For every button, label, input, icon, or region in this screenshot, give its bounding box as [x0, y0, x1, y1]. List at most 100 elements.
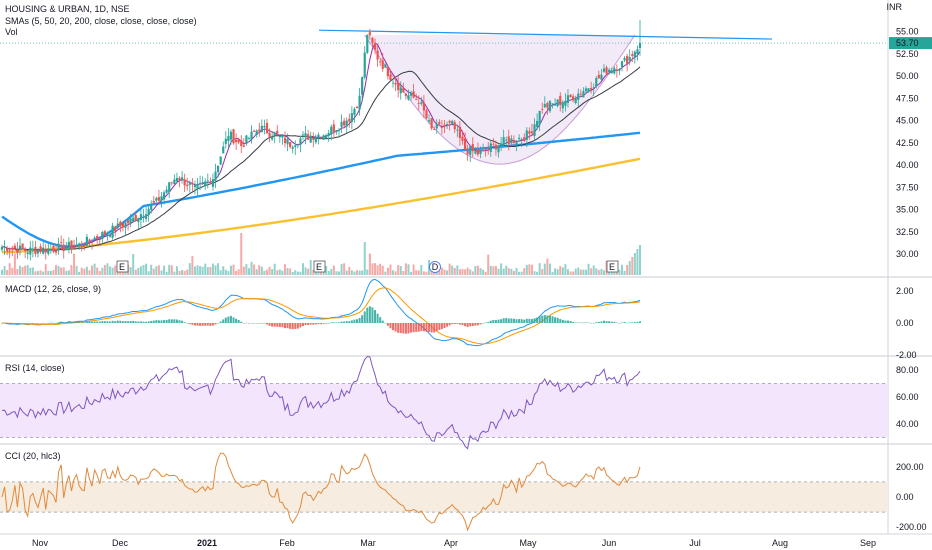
macd-histogram-bar — [253, 322, 256, 324]
macd-histogram-bar — [497, 319, 500, 323]
earnings-marker[interactable] — [606, 260, 619, 273]
macd-signal-line — [2, 287, 641, 345]
volume-bar — [111, 267, 114, 275]
macd-histogram-bar — [85, 321, 88, 323]
macd-histogram-bar — [484, 322, 487, 324]
candle-body — [355, 106, 359, 108]
macd-legend[interactable]: MACD (12, 26, close, 9) — [5, 284, 102, 294]
macd-histogram-bar — [451, 323, 454, 325]
volume-bar — [628, 261, 631, 275]
volume-bar — [232, 264, 235, 275]
volume-bar — [543, 263, 546, 275]
macd-histogram-bar — [271, 323, 274, 327]
macd-histogram-bar — [420, 323, 423, 332]
macd-histogram-bar — [374, 310, 377, 323]
candle-body — [183, 179, 186, 186]
candle-body — [299, 138, 302, 145]
macd-histogram-bar — [93, 321, 96, 323]
volume-bar — [106, 263, 109, 275]
dividend-marker[interactable] — [429, 261, 441, 273]
macd-histogram-bar — [52, 322, 55, 324]
volume-bar — [85, 266, 88, 275]
volume-bar — [75, 266, 78, 275]
macd-histogram-bar — [623, 322, 626, 323]
volume-bar — [88, 270, 91, 275]
time-tick-label: Jul — [689, 538, 701, 548]
candle-body — [425, 110, 428, 119]
volume-bar — [605, 260, 608, 275]
macd-histogram-bar — [456, 323, 459, 324]
volume-bar — [294, 270, 297, 275]
candle-body — [608, 69, 611, 73]
macd-histogram-bar — [119, 320, 122, 323]
candle-body — [381, 60, 384, 69]
volume-bar — [343, 263, 346, 275]
cci-legend[interactable]: CCI (20, hlc3) — [5, 451, 61, 461]
volume-bar — [34, 271, 37, 275]
volume-bar — [561, 267, 564, 275]
rsi-legend[interactable]: RSI (14, close) — [5, 363, 65, 373]
candle-body — [631, 54, 634, 56]
candle-body — [237, 139, 240, 143]
candle-body — [502, 137, 505, 146]
candle-body — [301, 134, 305, 136]
volume-bar — [505, 265, 508, 275]
volume-bar — [165, 271, 168, 275]
macd-histogram-bar — [371, 307, 374, 323]
macd-histogram-bar — [103, 321, 106, 323]
candle-body — [430, 118, 433, 129]
volume-bar — [574, 268, 577, 275]
volume-bar — [60, 267, 63, 275]
earnings-marker[interactable] — [313, 260, 326, 273]
macd-histogram-bar — [505, 318, 508, 323]
candle-body — [577, 93, 580, 100]
candle-body — [21, 243, 24, 249]
macd-histogram-bar — [410, 323, 413, 333]
candle-body — [445, 124, 449, 125]
volume-bar — [512, 270, 515, 275]
volume-bar — [487, 254, 490, 275]
candle-body — [368, 32, 371, 36]
macd-histogram-bar — [628, 322, 631, 323]
volume-bar — [119, 271, 122, 275]
volume-bar — [335, 271, 338, 275]
macd-histogram-bar — [263, 323, 266, 324]
candle-body — [584, 88, 588, 92]
macd-histogram-bar — [389, 323, 392, 329]
macd-histogram-bar — [564, 320, 567, 323]
sma-legend[interactable]: SMAs (5, 50, 20, 200, close, close, clos… — [5, 16, 197, 26]
macd-histogram-bar — [633, 322, 636, 323]
price-tick-label: 50.00 — [896, 71, 919, 81]
candle-body — [258, 129, 261, 132]
candle-body — [11, 247, 14, 249]
macd-histogram-bar — [96, 321, 99, 323]
volume-bar — [175, 266, 178, 275]
price-tick-label: 42.50 — [896, 138, 919, 148]
candle-body — [620, 61, 624, 68]
volume-legend[interactable]: Vol — [5, 27, 18, 37]
candle-body — [75, 244, 78, 246]
earnings-marker[interactable] — [116, 260, 129, 273]
candle-body — [134, 214, 137, 221]
macd-histogram-bar — [124, 321, 127, 323]
candle-body — [34, 246, 37, 255]
macd-histogram-bar — [62, 322, 65, 323]
macd-histogram-bar — [317, 323, 320, 324]
volume-bar — [363, 242, 366, 275]
volume-bar — [132, 254, 135, 275]
sma-50-line — [1, 131, 641, 248]
candle-body — [520, 138, 523, 140]
candle-body — [417, 103, 420, 104]
candle-body — [276, 130, 279, 134]
volume-bar — [206, 267, 209, 275]
volume-bar — [49, 271, 52, 275]
candle-body — [391, 82, 395, 84]
volume-bar — [83, 268, 86, 275]
volume-bar — [371, 263, 374, 275]
macd-histogram-bar — [191, 323, 194, 325]
candle-body — [628, 56, 631, 61]
candle-body — [96, 235, 99, 239]
volume-bar — [160, 270, 163, 275]
candle-body — [407, 95, 410, 100]
